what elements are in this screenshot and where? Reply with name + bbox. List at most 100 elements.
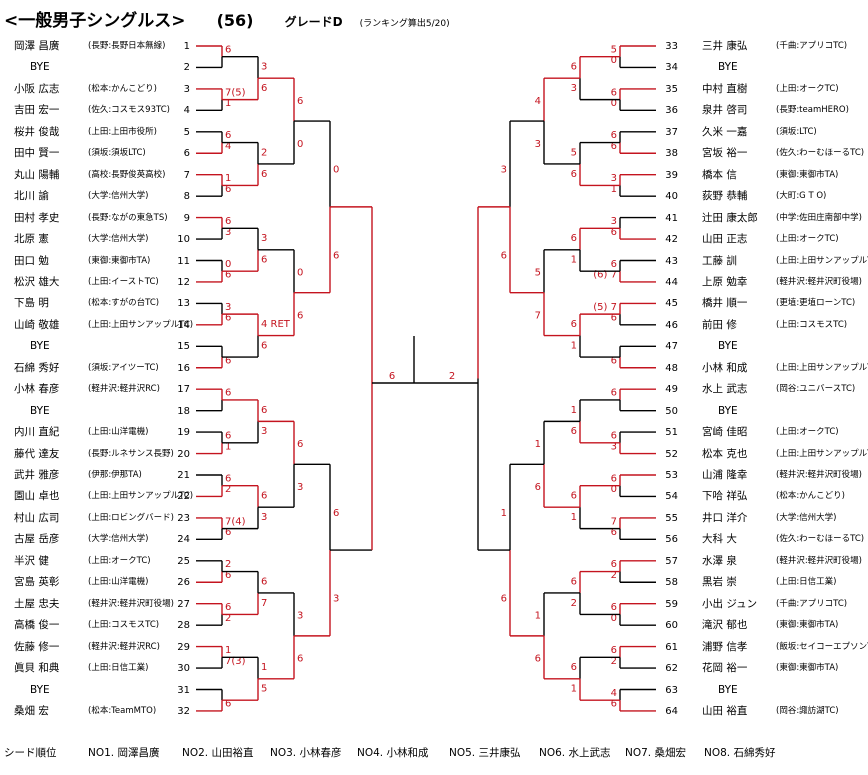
player-name: 古屋 岳彦 bbox=[14, 533, 60, 546]
draw-slot-number: 24 bbox=[177, 534, 190, 546]
draw-slot-number: 28 bbox=[177, 620, 190, 632]
player-name: 村山 広司 bbox=[14, 511, 60, 524]
match-score: 6 bbox=[225, 216, 231, 227]
match-score: 7(4) bbox=[225, 516, 246, 527]
match-score: 6 bbox=[611, 431, 617, 442]
match-score: 2 bbox=[571, 598, 577, 609]
match-score: 6 bbox=[297, 310, 303, 321]
final-score: 6 bbox=[389, 371, 395, 382]
player-club: (上田:イーストTC) bbox=[88, 276, 159, 287]
draw-slot-number: 2 bbox=[183, 62, 190, 74]
player-club: (東御:東御市TA) bbox=[776, 620, 839, 631]
draw-slot-number: 30 bbox=[177, 663, 190, 675]
player-club: (松本:かんこどり) bbox=[776, 491, 845, 502]
match-score: 6 bbox=[261, 255, 267, 266]
player-name: 小出 ジュン bbox=[702, 597, 758, 610]
draw-slot-number: 17 bbox=[177, 384, 190, 396]
match-score: 1 bbox=[571, 340, 577, 351]
player-club: (軽井沢:軽井沢町役場) bbox=[88, 598, 174, 609]
match-score: 1 bbox=[535, 611, 541, 622]
player-club: (軽井沢:軽井沢町役場) bbox=[776, 555, 862, 566]
draw-slot-number: 8 bbox=[183, 191, 190, 203]
player-club: (松本:かんこどり) bbox=[88, 83, 157, 94]
player-club: (高校:長野俊英高校) bbox=[88, 169, 166, 180]
player-name: BYE bbox=[718, 340, 738, 353]
draw-slot-number: 36 bbox=[665, 105, 678, 117]
player-row: 桑畑 宏 (松本:TeamMTO) 32 bbox=[4, 701, 194, 722]
player-row: 46 前田 修 (上田:コスモスTC) bbox=[660, 315, 864, 336]
match-score: 0 bbox=[225, 259, 231, 270]
draw-slot-number: 26 bbox=[177, 577, 190, 589]
player-name: BYE bbox=[30, 683, 50, 696]
player-name: 水澤 泉 bbox=[702, 554, 737, 567]
match-score: 6 bbox=[571, 169, 577, 180]
player-row: 43 工藤 訓 (上田:上田サンアップルTC) bbox=[660, 251, 868, 272]
match-score: 6 bbox=[261, 405, 267, 416]
player-row: 37 久米 一嘉 (須坂:LTC) bbox=[660, 122, 864, 143]
player-row: 41 辻田 康太郎 (中学:佐田庄南部中学) bbox=[660, 208, 864, 229]
draw-slot-number: 35 bbox=[665, 83, 678, 95]
player-name: 大科 大 bbox=[702, 533, 737, 546]
ranking-note: (ランキング算出5/20) bbox=[359, 19, 450, 29]
match-score: 1 bbox=[571, 684, 577, 695]
draw-slot-number: 22 bbox=[177, 491, 190, 503]
seed-2: NO2. 山田裕直 bbox=[182, 747, 254, 759]
match-score: 6 bbox=[611, 227, 617, 238]
match-score: 4 bbox=[535, 96, 541, 107]
match-score: 0 bbox=[611, 484, 617, 495]
match-score: 6 bbox=[535, 482, 541, 493]
player-row: 42 山田 正志 (上田:オークTC) bbox=[660, 229, 864, 250]
player-name: 半沢 健 bbox=[14, 554, 49, 567]
player-club: (上田:上田サンアップルTC) bbox=[88, 319, 194, 330]
match-score: 6 bbox=[225, 699, 231, 710]
draw-slot-number: 59 bbox=[665, 598, 678, 610]
match-score: 5 bbox=[611, 44, 617, 55]
match-score: 0 bbox=[611, 55, 617, 66]
seed-8: NO8. 石綿秀好 bbox=[704, 747, 776, 759]
player-row: 59 小出 ジュン (千曲:アプリコTC) bbox=[660, 594, 864, 615]
match-score: 5 bbox=[571, 147, 577, 158]
player-club: (上田:オークTC) bbox=[776, 427, 839, 438]
draw-slot-number: 44 bbox=[665, 276, 678, 288]
player-club: (東御:東御市TA) bbox=[776, 169, 839, 180]
draw-slot-number: 12 bbox=[177, 276, 190, 288]
player-name: 北川 諭 bbox=[14, 190, 49, 203]
draw-slot-number: 49 bbox=[665, 384, 678, 396]
player-name: 工藤 訓 bbox=[702, 254, 737, 267]
player-club: (千曲:アプリコTC) bbox=[776, 598, 848, 609]
match-score: 6 bbox=[611, 559, 617, 570]
match-score: 6 bbox=[571, 319, 577, 330]
player-name: 花岡 裕一 bbox=[702, 662, 748, 675]
player-row: 内川 直紀 (上田:山洋電機) 19 bbox=[4, 422, 194, 443]
draw-slot-number: 54 bbox=[665, 491, 678, 503]
match-score: 3 bbox=[333, 594, 339, 605]
match-score: 3 bbox=[611, 173, 617, 184]
match-score: 6 bbox=[611, 87, 617, 98]
player-name: 井口 洋介 bbox=[702, 511, 748, 524]
player-row: 桜井 俊哉 (上田:上田市役所) 5 bbox=[4, 122, 194, 143]
player-club: (上田:上田市役所) bbox=[88, 126, 157, 137]
match-score: 3 bbox=[261, 233, 267, 244]
draw-slot-number: 39 bbox=[665, 169, 678, 181]
draw-slot-number: 31 bbox=[177, 684, 190, 696]
match-score: 3 bbox=[611, 441, 617, 452]
draw-slot-number: 23 bbox=[177, 512, 190, 524]
player-club: (大学:信州大学) bbox=[776, 512, 837, 523]
match-score: 6 bbox=[571, 576, 577, 587]
player-name: 藤代 達友 bbox=[14, 447, 60, 460]
match-score: 6 bbox=[225, 44, 231, 55]
match-score: 0 bbox=[611, 613, 617, 624]
player-name: 中村 直樹 bbox=[702, 82, 748, 95]
player-club: (岡谷:ユニバースTC) bbox=[776, 384, 856, 395]
player-name: 田中 賢一 bbox=[14, 147, 60, 160]
player-row: 山崎 敬雄 (上田:上田サンアップルTC) 14 bbox=[4, 315, 194, 336]
player-row: BYE 18 bbox=[4, 401, 194, 422]
player-row: 北川 諭 (大学:信州大学) 8 bbox=[4, 186, 194, 207]
match-score: 3 bbox=[261, 62, 267, 73]
seed-3: NO3. 小林春彦 bbox=[270, 747, 342, 759]
match-score: 3 bbox=[225, 302, 231, 313]
match-score: 2 bbox=[225, 484, 231, 495]
draw-slot-number: 27 bbox=[177, 598, 190, 610]
draw-slot-number: 61 bbox=[665, 641, 678, 653]
